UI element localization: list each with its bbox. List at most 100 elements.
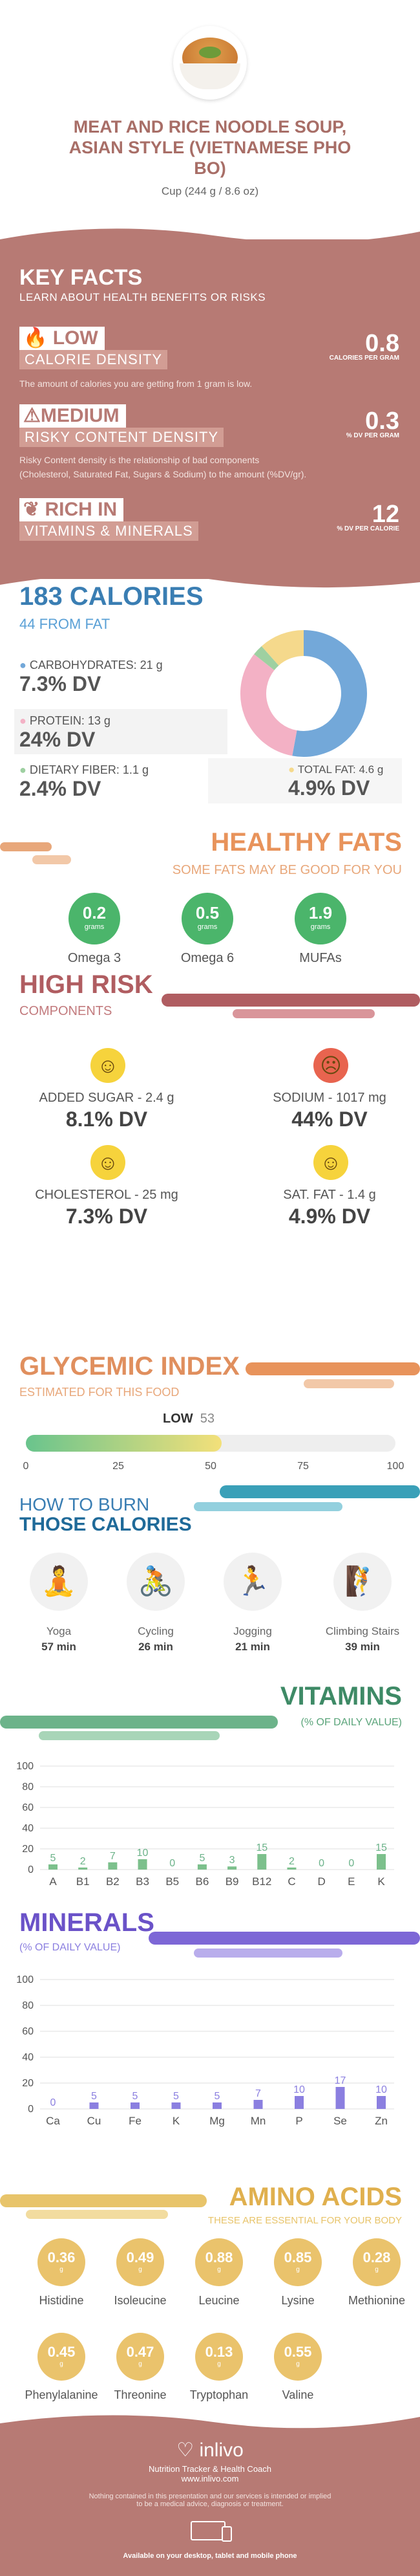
amino-circle: 0.47 g bbox=[116, 2333, 164, 2381]
decor-stripe bbox=[0, 1716, 278, 1729]
calorie-level: LOW bbox=[52, 327, 98, 349]
decor-stripe bbox=[26, 2210, 168, 2219]
protein-label: PROTEIN: 13 g bbox=[29, 714, 110, 727]
glycemic-tick: 100 bbox=[386, 1461, 404, 1472]
y-tick-label: 0 bbox=[28, 2104, 34, 2115]
key-facts-wave-bottom bbox=[0, 569, 420, 588]
amino-subtitle: THESE ARE ESSENTIAL FOR YOUR BODY bbox=[207, 2215, 402, 2226]
bar-Cu bbox=[89, 2102, 99, 2109]
protein-dv: 24% DV bbox=[19, 728, 96, 751]
vitamins-bar-chart: 100 80 60 40 20 0 5 A 2 B1 7 B2 10 B3 0 B5 5 B6 3 B9 15 B12 2 C… bbox=[16, 1761, 394, 1888]
bar-Mg bbox=[213, 2102, 222, 2109]
risky-density-note: Risky Content density is the relationshi… bbox=[19, 453, 306, 481]
amino-name: Tryptophan bbox=[189, 2388, 249, 2401]
activity-yoga-icon: 🧘 bbox=[30, 1553, 88, 1611]
activity-name: Cycling bbox=[138, 1625, 174, 1637]
bar-value-label: 0 bbox=[50, 2097, 56, 2108]
fiber-dv: 2.4% DV bbox=[19, 777, 101, 800]
bar-C bbox=[287, 1867, 297, 1870]
title-line-2: ASIAN STYLE (VIETNAMESE PHO bbox=[68, 138, 352, 157]
vitamins-subtitle: (% OF DAILY VALUE) bbox=[300, 1717, 402, 1728]
risk-label: SODIUM - 1017 mg bbox=[273, 1091, 386, 1105]
glycemic-subtitle: ESTIMATED FOR THIS FOOD bbox=[19, 1386, 180, 1399]
amino-name: Lysine bbox=[281, 2294, 315, 2307]
decor-stripe bbox=[149, 1932, 420, 1945]
x-tick-label: K bbox=[377, 1875, 385, 1888]
x-tick-label: K bbox=[173, 2115, 180, 2127]
activity-time: 21 min bbox=[235, 1641, 270, 1653]
x-tick-label: B9 bbox=[226, 1875, 239, 1888]
fat-dv: 4.9% DV bbox=[288, 776, 370, 800]
bar-value-label: 5 bbox=[132, 2091, 138, 2102]
key-facts-section: KEY FACTS LEARN ABOUT HEALTH BENEFITS OR… bbox=[0, 239, 420, 579]
glycemic-readout: LOW 53 bbox=[163, 1412, 215, 1426]
risk-label: CHOLESTEROL - 25 mg bbox=[35, 1188, 178, 1202]
x-tick-label: Cu bbox=[87, 2115, 101, 2127]
title-line-1: MEAT AND RICE NOODLE SOUP, bbox=[73, 117, 347, 136]
carbs-dv: 7.3% DV bbox=[19, 672, 101, 695]
burn-title-1: HOW TO BURN bbox=[19, 1494, 150, 1514]
glycemic-fill bbox=[26, 1435, 222, 1452]
y-tick-label: 60 bbox=[22, 1802, 34, 1813]
y-tick-label: 40 bbox=[22, 2052, 34, 2063]
y-tick-label: 60 bbox=[22, 2026, 34, 2037]
decor-stripe bbox=[220, 1485, 420, 1498]
bar-B6 bbox=[197, 1864, 207, 1870]
fat-label: TOTAL FAT: 4.6 g bbox=[297, 763, 384, 776]
x-tick-label: Mn bbox=[251, 2115, 266, 2127]
bar-B12 bbox=[257, 1854, 267, 1870]
bar-B9 bbox=[227, 1866, 237, 1870]
activity-cycling-icon: 🚴 bbox=[127, 1553, 185, 1611]
footer-available: Available on your desktop, tablet and mo… bbox=[123, 2552, 297, 2560]
decor-stripe bbox=[0, 842, 52, 851]
amino-value: 0.55 bbox=[284, 2344, 312, 2360]
decor-stripe bbox=[194, 1948, 342, 1958]
amino-circle: 0.55 g bbox=[274, 2333, 322, 2381]
footer-tagline[interactable]: Nutrition Tracker & Health Coach bbox=[148, 2464, 272, 2474]
donut-slice-3 bbox=[261, 630, 304, 666]
activity-time: 57 min bbox=[41, 1641, 76, 1653]
risky-density-value: 0.3 bbox=[365, 408, 399, 435]
footer-disclaimer-1: Nothing contained in this presentation a… bbox=[89, 2493, 331, 2500]
fat-unit: grams bbox=[197, 923, 218, 931]
amino-circle: 0.45 g bbox=[37, 2333, 85, 2381]
bar-value-label: 7 bbox=[255, 2088, 261, 2099]
bar-B1 bbox=[78, 1867, 88, 1870]
glycemic-tick: 75 bbox=[297, 1461, 309, 1472]
macro-donut-chart bbox=[240, 630, 367, 757]
bar-value-label: 0 bbox=[319, 1858, 324, 1869]
risk-label: ADDED SUGAR - 2.4 g bbox=[39, 1091, 174, 1105]
amino-value: 0.36 bbox=[47, 2249, 76, 2265]
x-tick-label: P bbox=[295, 2115, 302, 2127]
minerals-title: MINERALS bbox=[19, 1908, 154, 1937]
amino-name: Histidine bbox=[39, 2294, 84, 2307]
calorie-density-note: The amount of calories you are getting f… bbox=[19, 378, 253, 389]
fat-name: Omega 6 bbox=[180, 951, 235, 965]
decor-stripe bbox=[194, 1502, 342, 1511]
footer-logo: ♡ inlivo bbox=[0, 2439, 420, 2461]
rich-level: RICH IN bbox=[45, 499, 118, 520]
donut-slice-2 bbox=[254, 646, 279, 671]
bar-value-label: 17 bbox=[335, 2075, 346, 2086]
bar-K bbox=[171, 2102, 181, 2109]
fiber-block: ● DIETARY FIBER: 1.1 g 2.4% DV bbox=[19, 763, 149, 800]
amino-value: 0.47 bbox=[126, 2344, 154, 2360]
y-tick-label: 20 bbox=[22, 2078, 34, 2089]
fat-block: ● TOTAL FAT: 4.6 g 4.9% DV bbox=[208, 758, 402, 803]
bar-value-label: 15 bbox=[375, 1842, 387, 1853]
bar-value-label: 5 bbox=[50, 1853, 56, 1864]
footer-url[interactable]: www.inlivo.com bbox=[181, 2474, 239, 2483]
amino-circle: 0.85 g bbox=[274, 2238, 322, 2286]
bar-value-label: 10 bbox=[375, 2084, 387, 2095]
footer-wave bbox=[0, 2415, 420, 2434]
risk-dv: 7.3% DV bbox=[65, 1205, 148, 1228]
amino-value: 0.45 bbox=[47, 2344, 76, 2360]
calorie-level-badge: 🔥 LOW bbox=[19, 327, 105, 350]
bar-value-label: 5 bbox=[173, 2091, 179, 2102]
y-tick-label: 40 bbox=[22, 1823, 34, 1834]
soup-bowl-image bbox=[173, 26, 247, 100]
decor-stripe bbox=[246, 1362, 420, 1375]
fiber-label: DIETARY FIBER: 1.1 g bbox=[29, 763, 149, 776]
risky-note-line-2: (Cholesterol, Saturated Fat, Sugars & So… bbox=[19, 469, 307, 479]
x-tick-label: B6 bbox=[196, 1875, 209, 1888]
